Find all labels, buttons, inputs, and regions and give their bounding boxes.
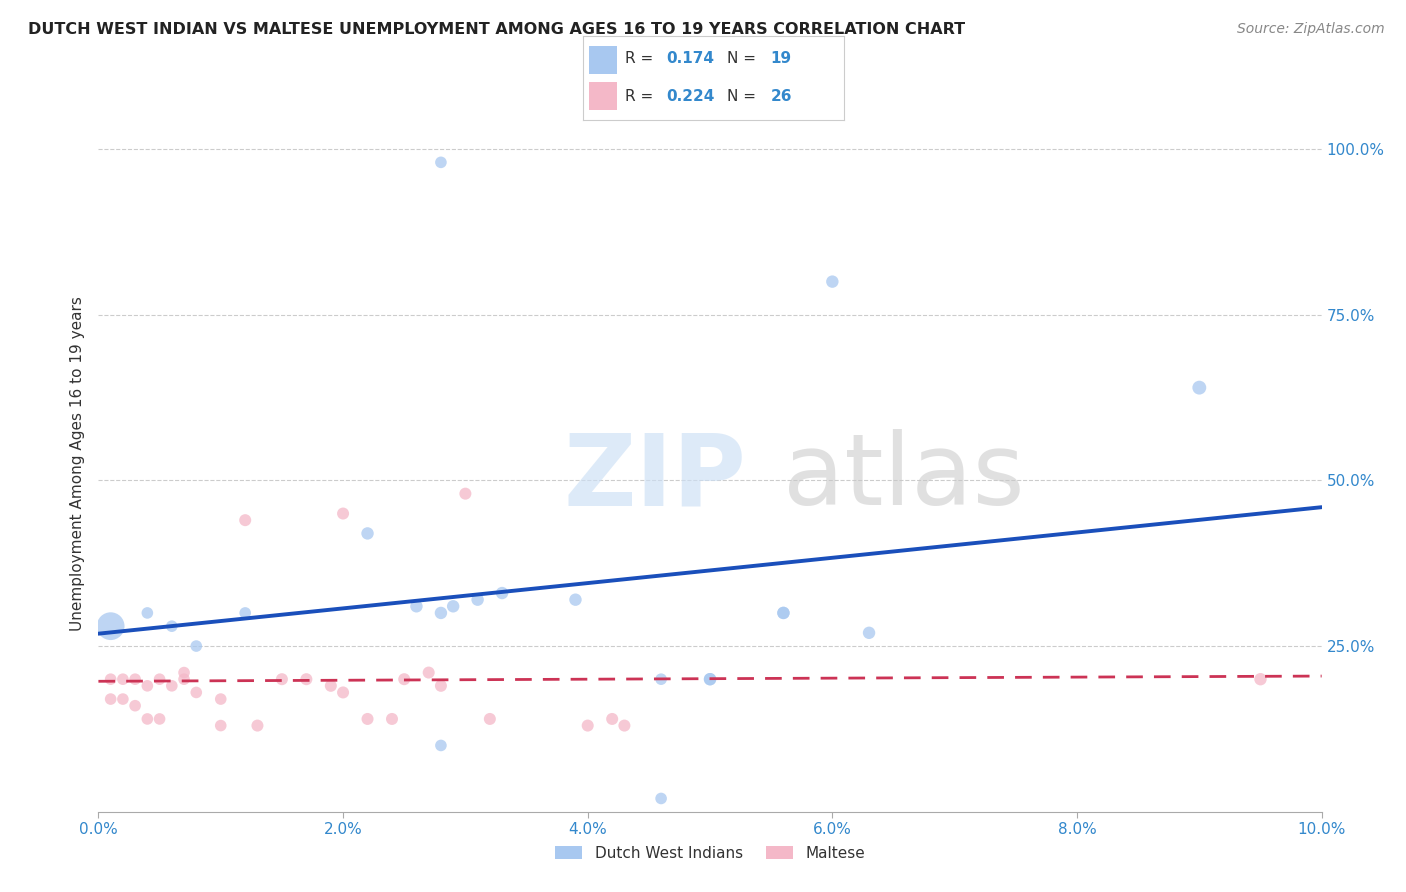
Text: 0.224: 0.224 [666,88,716,103]
Point [405,599,427,614]
Point [1188,381,1211,395]
Point [613,718,636,732]
Point [186,639,208,653]
Point [441,599,464,614]
Point [491,586,513,600]
Point [478,712,501,726]
Point [772,606,794,620]
Point [381,712,404,726]
Point [467,592,489,607]
Point [430,606,453,620]
Point [319,679,342,693]
Point [100,692,122,706]
Point [186,685,208,699]
Point [160,679,183,693]
Point [600,712,623,726]
Text: 26: 26 [770,88,792,103]
Point [209,718,232,732]
Point [136,606,159,620]
Point [430,155,453,169]
Text: ZIP: ZIP [564,429,747,526]
Text: 0.174: 0.174 [666,52,714,67]
Text: N =: N = [727,52,761,67]
Point [246,718,269,732]
Point [332,685,354,699]
Text: N =: N = [727,88,761,103]
Point [430,739,453,753]
Point [136,712,159,726]
Point [454,486,477,500]
Point [100,619,122,633]
Bar [589,82,617,110]
Point [356,712,378,726]
Point [124,698,146,713]
Point [576,718,599,732]
Point [295,672,318,686]
Point [149,712,172,726]
Point [772,606,794,620]
Point [858,625,880,640]
Point [650,791,672,805]
Point [233,513,256,527]
Point [650,672,672,686]
Text: R =: R = [626,52,658,67]
Point [821,275,844,289]
Point [160,619,183,633]
Point [111,692,134,706]
Text: 19: 19 [770,52,792,67]
Point [149,672,172,686]
Legend: Dutch West Indians, Maltese: Dutch West Indians, Maltese [548,839,872,867]
Point [233,606,256,620]
Text: R =: R = [626,88,658,103]
Point [699,672,721,686]
Bar [589,46,617,74]
Point [356,526,378,541]
Point [173,672,195,686]
Point [430,679,453,693]
Point [418,665,440,680]
Point [564,592,586,607]
Point [392,672,416,686]
Text: DUTCH WEST INDIAN VS MALTESE UNEMPLOYMENT AMONG AGES 16 TO 19 YEARS CORRELATION : DUTCH WEST INDIAN VS MALTESE UNEMPLOYMEN… [28,22,966,37]
Point [173,665,195,680]
Point [699,672,721,686]
Text: atlas: atlas [783,429,1025,526]
Point [1249,672,1271,686]
Y-axis label: Unemployment Among Ages 16 to 19 years: Unemployment Among Ages 16 to 19 years [69,296,84,632]
Point [270,672,292,686]
Point [111,672,134,686]
Point [136,679,159,693]
Point [124,672,146,686]
Point [100,672,122,686]
Point [332,507,354,521]
Text: Source: ZipAtlas.com: Source: ZipAtlas.com [1237,22,1385,37]
Point [209,692,232,706]
